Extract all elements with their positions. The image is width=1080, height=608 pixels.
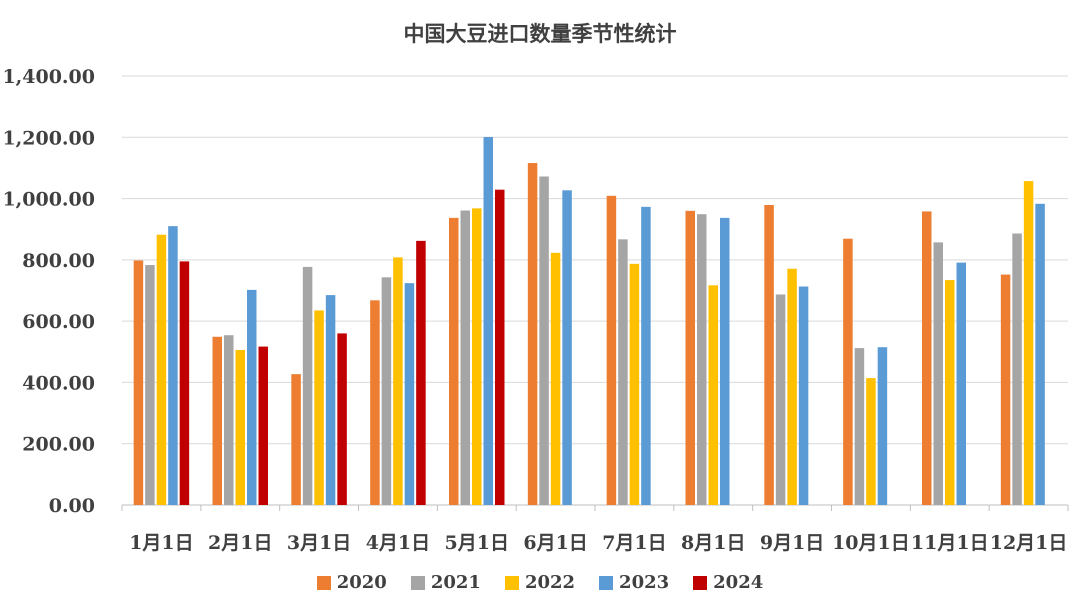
y-tick-label: 800.00 xyxy=(22,250,95,272)
y-tick-label: 600.00 xyxy=(22,311,95,333)
bar-2022 xyxy=(866,378,876,505)
bar-2023 xyxy=(1035,203,1045,506)
bar-2021 xyxy=(539,176,549,505)
bar-2020 xyxy=(527,163,538,506)
bar-2022 xyxy=(393,257,403,505)
bar-2023 xyxy=(404,283,415,505)
bar-2022 xyxy=(472,208,482,505)
bar-2024 xyxy=(337,333,347,505)
legend-label: 2024 xyxy=(713,572,764,593)
bar-2020 xyxy=(133,260,144,505)
bar-2023 xyxy=(877,347,888,505)
legend: 2020 2021 2022 2023 2024 xyxy=(0,572,1080,593)
bar-2023 xyxy=(247,289,257,505)
x-tick-label: 2月1日 xyxy=(208,532,272,554)
x-tick-label: 3月1日 xyxy=(287,532,351,554)
bar-2022 xyxy=(708,285,718,505)
bar-2023 xyxy=(798,286,809,505)
bar-2020 xyxy=(685,210,695,506)
bar-2023 xyxy=(483,136,493,505)
bar-2023 xyxy=(168,226,178,505)
bar-2022 xyxy=(235,349,245,505)
bar-2022 xyxy=(945,280,955,505)
legend-item: 2022 xyxy=(504,572,576,593)
bar-2022 xyxy=(550,252,561,505)
legend-label: 2021 xyxy=(430,572,481,593)
bar-2024 xyxy=(179,261,190,505)
y-tick-label: 1,000.00 xyxy=(2,189,95,211)
bar-2021 xyxy=(302,266,313,505)
bar-2021 xyxy=(460,210,470,505)
legend-label: 2020 xyxy=(336,572,387,593)
legend-swatch xyxy=(504,575,519,590)
bar-2021 xyxy=(775,294,786,505)
bar-2020 xyxy=(922,211,932,506)
bar-2024 xyxy=(416,240,426,505)
bar-2020 xyxy=(764,205,774,506)
bar-2022 xyxy=(787,268,797,505)
bar-2023 xyxy=(720,217,730,505)
x-tick-label: 1月1日 xyxy=(129,532,193,554)
bar-2020 xyxy=(291,374,301,505)
bar-2023 xyxy=(325,295,336,505)
x-tick-label: 6月1日 xyxy=(523,532,587,554)
legend-item: 2020 xyxy=(316,572,387,593)
legend-swatch xyxy=(599,575,614,590)
bar-2021 xyxy=(381,277,392,505)
bar-2020 xyxy=(370,300,380,505)
bar-2023 xyxy=(562,190,572,505)
x-tick-label: 12月1日 xyxy=(990,532,1068,554)
bar-2022 xyxy=(1023,181,1034,506)
bar-2024 xyxy=(495,189,505,505)
x-tick-label: 10月1日 xyxy=(832,532,910,554)
x-tick-label: 7月1日 xyxy=(602,532,666,554)
x-tick-label: 4月1日 xyxy=(366,532,430,554)
legend-label: 2023 xyxy=(619,572,670,593)
bar-2020 xyxy=(1000,274,1011,505)
legend-item: 2023 xyxy=(599,572,669,593)
x-tick-label: 5月1日 xyxy=(445,532,509,554)
y-tick-label: 0.00 xyxy=(49,495,95,517)
y-tick-label: 400.00 xyxy=(22,372,95,394)
bar-2022 xyxy=(156,234,167,506)
bar-2023 xyxy=(956,262,966,505)
x-tick-label: 8月1日 xyxy=(681,532,745,554)
legend-item: 2024 xyxy=(693,572,763,593)
bar-2020 xyxy=(606,195,617,505)
legend-item: 2021 xyxy=(410,572,481,593)
bar-2022 xyxy=(314,310,324,505)
bar-2024 xyxy=(258,346,268,505)
bar-2021 xyxy=(1012,233,1022,506)
bar-2021 xyxy=(618,239,628,506)
legend-swatch xyxy=(410,575,425,590)
x-tick-label: 11月1日 xyxy=(911,532,989,554)
bar-2021 xyxy=(933,242,943,505)
bar-2022 xyxy=(629,263,640,505)
bar-2021 xyxy=(854,348,865,505)
bar-2020 xyxy=(843,238,853,506)
bar-2020 xyxy=(449,217,459,505)
bar-2020 xyxy=(212,336,222,505)
y-tick-label: 1,200.00 xyxy=(2,127,95,149)
x-tick-label: 9月1日 xyxy=(760,532,824,554)
bar-2021 xyxy=(145,265,155,505)
y-tick-label: 200.00 xyxy=(22,434,95,456)
bar-2023 xyxy=(641,206,651,505)
legend-swatch xyxy=(693,575,708,590)
bar-2021 xyxy=(224,335,234,505)
y-tick-label: 1,400.00 xyxy=(2,66,95,88)
bar-2021 xyxy=(697,214,707,505)
legend-label: 2022 xyxy=(524,572,576,593)
legend-swatch xyxy=(316,575,331,590)
chart-title: 中国大豆进口数量季节性统计 xyxy=(403,21,677,46)
